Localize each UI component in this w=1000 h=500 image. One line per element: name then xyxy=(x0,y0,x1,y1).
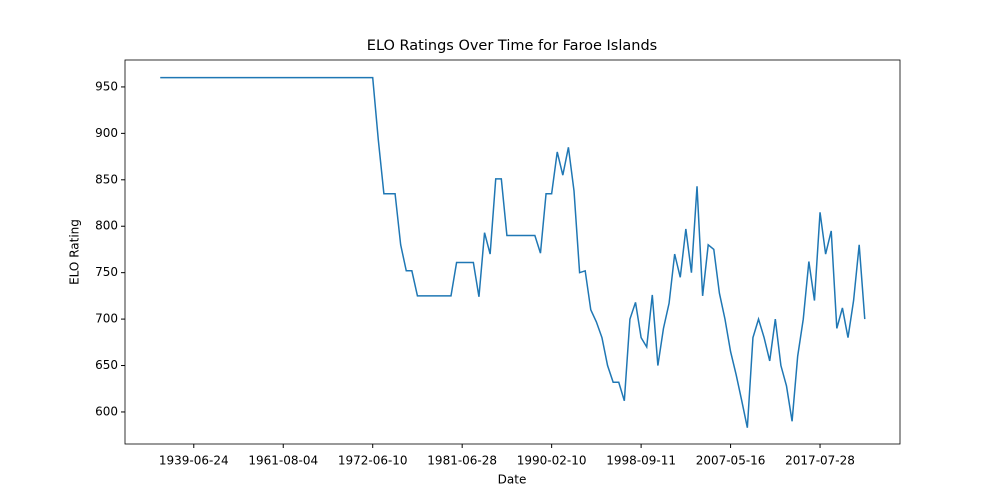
y-tick-label: 900 xyxy=(95,126,118,140)
chart-title: ELO Ratings Over Time for Faroe Islands xyxy=(367,38,657,54)
x-tick-label: 2017-07-28 xyxy=(785,454,855,468)
data-line xyxy=(160,76,866,428)
x-tick-label: 1972-06-10 xyxy=(338,454,408,468)
y-tick-label: 950 xyxy=(95,79,118,93)
x-tick-label: 1990-02-10 xyxy=(517,454,587,468)
x-tick-label: 1939-06-24 xyxy=(159,454,229,468)
y-tick-label: 600 xyxy=(95,404,118,418)
x-tick-label: 1961-08-04 xyxy=(248,454,318,468)
x-axis-label: Date xyxy=(498,473,527,487)
plot-frame xyxy=(124,59,901,445)
x-tick-label: 1998-09-11 xyxy=(606,454,676,468)
y-tick-label: 700 xyxy=(95,312,118,326)
x-tick-label: 2007-05-16 xyxy=(696,454,766,468)
y-axis-label: ELO Rating xyxy=(68,219,82,285)
y-tick-label: 850 xyxy=(95,172,118,186)
y-tick-label: 650 xyxy=(95,358,118,372)
y-tick-label: 800 xyxy=(95,219,118,233)
x-tick-label: 1981-06-28 xyxy=(427,454,497,468)
y-tick-label: 750 xyxy=(95,265,118,279)
